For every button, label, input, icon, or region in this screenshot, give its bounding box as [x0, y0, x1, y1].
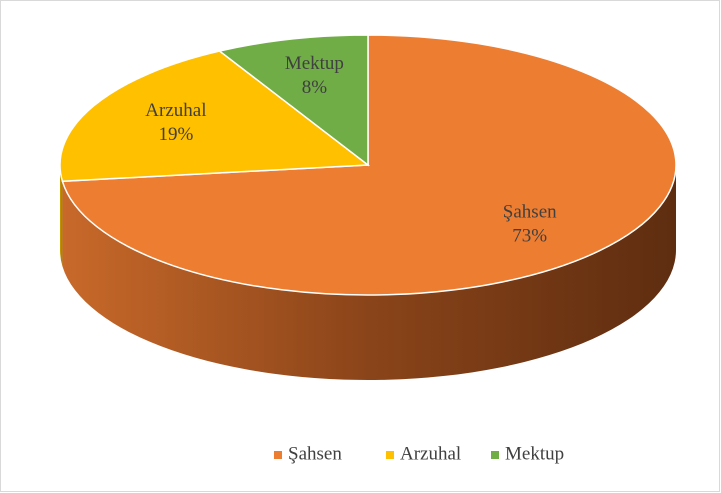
pie-slice — [59, 50, 371, 183]
data-label-category: Arzuhal — [145, 100, 206, 121]
legend-label: Arzuhal — [400, 443, 461, 464]
data-label-value: 73% — [512, 226, 547, 247]
data-label-value: 19% — [158, 124, 193, 145]
pie-side — [60, 165, 63, 267]
pie-slice — [217, 34, 369, 167]
legend-swatch — [274, 451, 282, 459]
legend-swatch — [491, 451, 499, 459]
data-label-category: Mektup — [285, 53, 344, 74]
legend-label: Şahsen — [288, 443, 342, 464]
legend-swatch — [386, 451, 394, 459]
legend-label: Mektup — [505, 443, 564, 464]
pie-side — [62, 165, 677, 380]
data-label-category: Şahsen — [503, 202, 557, 223]
data-label-value: 8% — [302, 77, 328, 98]
